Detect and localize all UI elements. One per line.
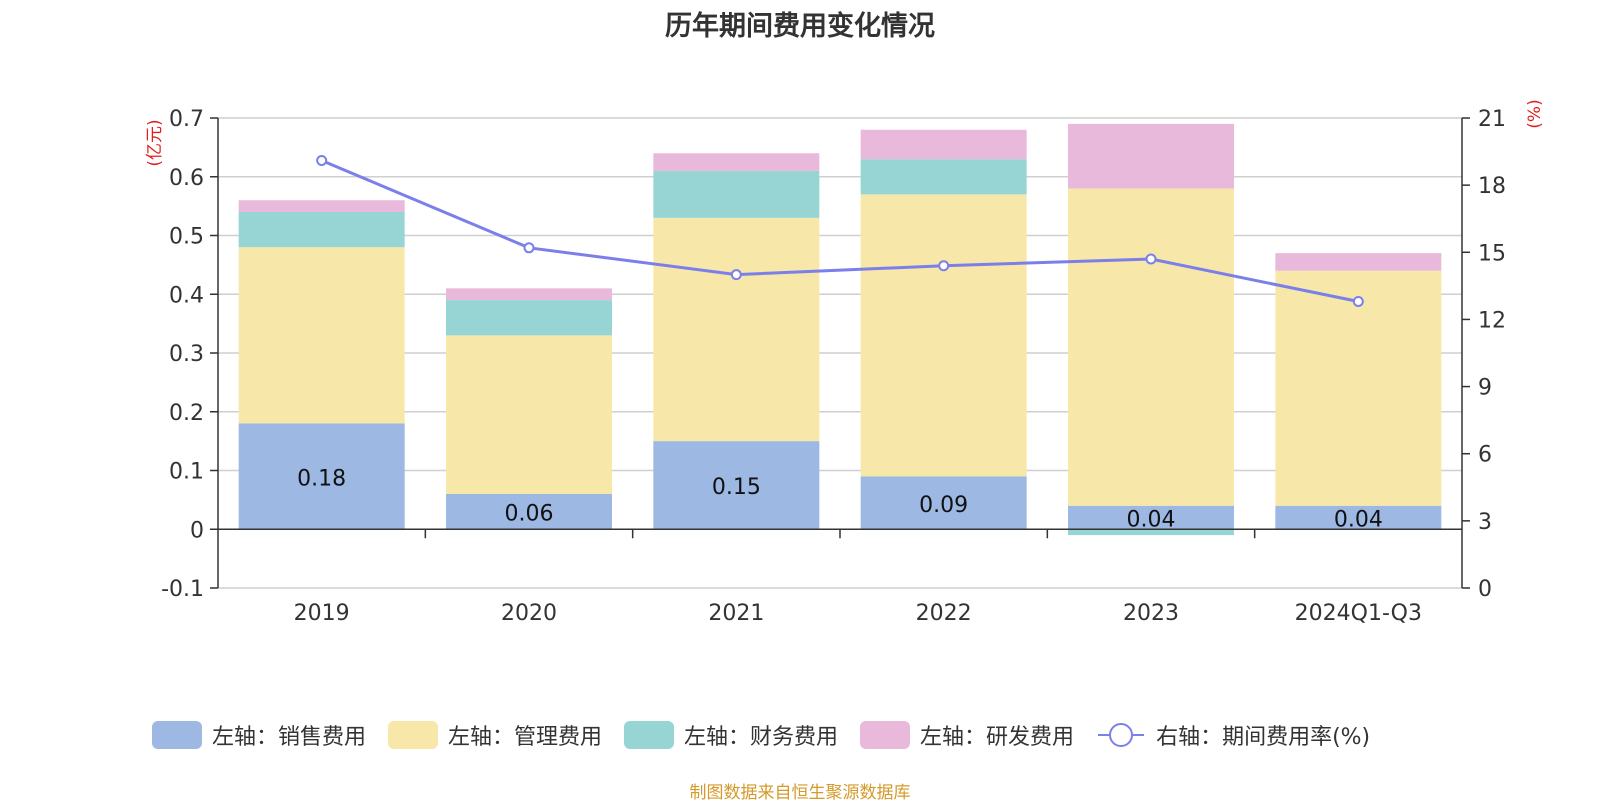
right-axis-tick-label: 9 bbox=[1478, 376, 1492, 401]
left-axis-tick-label: 0.5 bbox=[169, 225, 204, 250]
bar-segment bbox=[1068, 188, 1234, 506]
bar-segment bbox=[446, 494, 612, 530]
bar-segment bbox=[1275, 253, 1442, 271]
x-axis-tick-label: 2024Q1-Q3 bbox=[1295, 601, 1422, 626]
bar-segment bbox=[1068, 529, 1234, 536]
right-axis-tick-label: 21 bbox=[1478, 107, 1506, 132]
legend-label: 左轴：管理费用 bbox=[448, 725, 603, 750]
legend-swatch bbox=[152, 721, 202, 749]
legend-item[interactable]: 左轴：研发费用 bbox=[860, 719, 1074, 751]
legend-line-swatch bbox=[1098, 723, 1145, 747]
bar-segment bbox=[238, 200, 405, 212]
bar-segment bbox=[653, 170, 820, 218]
source-footer: 制图数据来自恒生聚源数据库 bbox=[689, 783, 911, 803]
bar-segment bbox=[653, 441, 820, 530]
legend-item[interactable]: 左轴：销售费用 bbox=[152, 719, 366, 751]
rate-point bbox=[523, 242, 535, 254]
x-axis-tick-label: 2020 bbox=[501, 601, 557, 626]
legend: 左轴：销售费用 左轴：管理费用 左轴：财务费用 左轴：研发费用 右轴：期间费用率(%) bbox=[152, 718, 1370, 752]
data-label: 0.18 bbox=[297, 466, 346, 491]
legend-marker bbox=[1109, 723, 1134, 747]
x-axis-tick-label: 2022 bbox=[916, 601, 972, 626]
left-axis-tick-label: 0.1 bbox=[169, 460, 204, 485]
left-axis-tick-label: 0.4 bbox=[169, 283, 204, 308]
data-label: 0.04 bbox=[1127, 508, 1176, 533]
data-label: 0.06 bbox=[505, 502, 554, 527]
grid-layer bbox=[218, 117, 1462, 589]
bar-segment bbox=[446, 335, 612, 494]
left-axis-tick-label: 0.2 bbox=[169, 401, 204, 426]
bar-segment bbox=[1068, 505, 1234, 530]
bar-segment bbox=[238, 423, 405, 530]
axis-layer: -0.1 0 0.1 0.2 0.3 0.4 0.5 0.6 0.7 0 3 6 9 12 15 18 21 (亿… bbox=[145, 99, 1545, 626]
legend-item[interactable]: 左轴：财务费用 bbox=[624, 719, 838, 751]
data-label: 0.09 bbox=[919, 493, 968, 518]
left-axis-tick-label: 0.6 bbox=[169, 166, 204, 191]
rate-point bbox=[938, 260, 950, 272]
right-axis-tick-label: 15 bbox=[1478, 241, 1506, 266]
legend-swatch bbox=[860, 721, 911, 749]
right-axis-tick-label: 0 bbox=[1478, 577, 1492, 602]
legend-swatch bbox=[624, 721, 675, 749]
bar-segment bbox=[860, 129, 1027, 160]
x-axis-tick-label: 2019 bbox=[294, 601, 350, 626]
bar-segment bbox=[860, 476, 1027, 530]
bar-segment bbox=[1275, 270, 1442, 506]
bar-segment bbox=[1275, 505, 1442, 530]
bar-segment bbox=[238, 247, 405, 424]
rate-point bbox=[730, 269, 742, 281]
rate-point bbox=[316, 155, 328, 167]
legend-label: 右轴：期间费用率(%) bbox=[1156, 725, 1371, 750]
rate-point bbox=[1145, 253, 1157, 265]
right-axis-tick-label: 18 bbox=[1478, 174, 1506, 199]
left-axis-tick-label: 0.3 bbox=[169, 342, 204, 367]
chart-title: 历年期间费用变化情况 bbox=[665, 11, 935, 42]
legend-label: 左轴：财务费用 bbox=[684, 725, 839, 750]
x-axis-tick-label: 2021 bbox=[708, 601, 764, 626]
bar-segment bbox=[653, 153, 820, 171]
right-axis-tick-label: 12 bbox=[1478, 308, 1506, 333]
bar-segment bbox=[860, 194, 1027, 477]
x-axis-tick-label: 2023 bbox=[1123, 601, 1179, 626]
line-layer bbox=[316, 155, 1364, 308]
label-layer: 0.18 0.06 0.15 0.09 0.04 0.04 bbox=[297, 466, 1383, 532]
left-axis-tick-label: 0 bbox=[190, 518, 204, 543]
bar-segment bbox=[653, 217, 820, 442]
left-axis-unit: (亿元) bbox=[145, 119, 165, 166]
bar-segment bbox=[1068, 123, 1234, 189]
right-axis-tick-label: 3 bbox=[1478, 510, 1492, 535]
right-axis-tick-label: 6 bbox=[1478, 443, 1492, 468]
bar-layer bbox=[238, 123, 1442, 536]
legend-swatch bbox=[388, 721, 439, 749]
bar-segment bbox=[860, 159, 1027, 195]
bar-segment bbox=[238, 212, 405, 248]
bar-segment bbox=[446, 300, 612, 336]
data-label: 0.04 bbox=[1334, 508, 1383, 533]
legend-label: 左轴：研发费用 bbox=[920, 725, 1075, 750]
left-axis-tick-label: 0.7 bbox=[169, 107, 204, 132]
legend-item[interactable]: 右轴：期间费用率(%) bbox=[1096, 719, 1370, 751]
bar-segment bbox=[446, 288, 612, 301]
legend-item[interactable]: 左轴：管理费用 bbox=[388, 719, 602, 751]
right-axis-unit: (%) bbox=[1525, 99, 1545, 128]
left-axis-tick-label: -0.1 bbox=[161, 577, 204, 602]
rate-line bbox=[321, 159, 1359, 303]
data-label: 0.15 bbox=[712, 475, 761, 500]
rate-point bbox=[1352, 296, 1364, 308]
legend-label: 左轴：销售费用 bbox=[212, 725, 367, 750]
